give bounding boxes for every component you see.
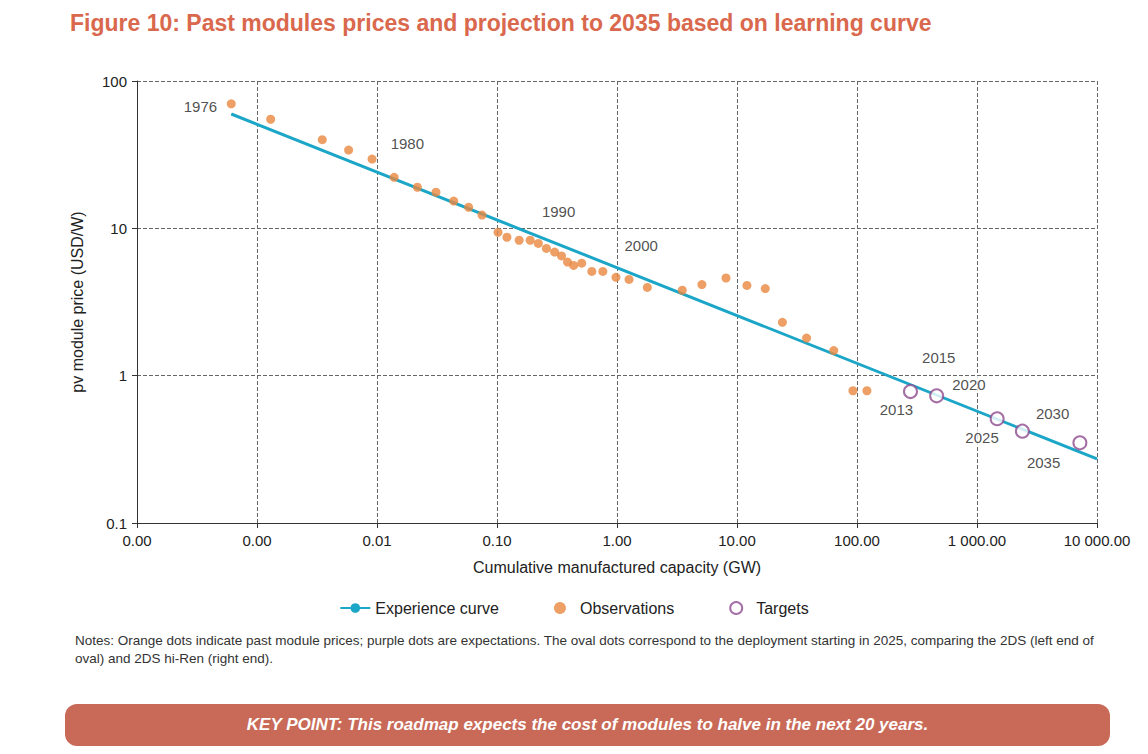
svg-text:0.00: 0.00 <box>242 532 271 549</box>
svg-text:1: 1 <box>119 367 127 384</box>
svg-text:10: 10 <box>110 220 127 237</box>
svg-text:pv module price (USD/W): pv module price (USD/W) <box>69 211 86 392</box>
svg-text:2020: 2020 <box>952 376 985 393</box>
svg-text:2025: 2025 <box>965 429 998 446</box>
svg-text:Observations: Observations <box>580 600 674 617</box>
svg-text:10.00: 10.00 <box>718 532 756 549</box>
svg-text:100: 100 <box>102 73 127 90</box>
svg-text:0.01: 0.01 <box>362 532 391 549</box>
svg-text:Targets: Targets <box>756 600 808 617</box>
svg-text:2030: 2030 <box>1036 405 1069 422</box>
html-text:Notes: Orange dots indicate pa: Notes: Orange dots indicate past module … <box>75 633 1094 666</box>
svg-text:2015: 2015 <box>922 349 955 366</box>
svg-text:2013: 2013 <box>880 401 913 418</box>
svg-text:0.1: 0.1 <box>106 515 127 532</box>
svg-text:Figure 10: Past modules prices: Figure 10: Past modules prices and proje… <box>70 10 931 36</box>
svg-text:1990: 1990 <box>542 203 575 220</box>
svg-text:1980: 1980 <box>391 135 424 152</box>
svg-text:Experience curve: Experience curve <box>375 600 499 617</box>
svg-text:2035: 2035 <box>1027 454 1060 471</box>
svg-text:0.00: 0.00 <box>122 532 151 549</box>
svg-text:100.00: 100.00 <box>834 532 880 549</box>
svg-text:10 000.00: 10 000.00 <box>1064 532 1131 549</box>
svg-text:0.10: 0.10 <box>482 532 511 549</box>
svg-text:1.00: 1.00 <box>602 532 631 549</box>
svg-text:1 000.00: 1 000.00 <box>948 532 1006 549</box>
svg-text:2000: 2000 <box>624 237 657 254</box>
html-text:KEY POINT: This roadmap expect: KEY POINT: This roadmap expects the cost… <box>246 715 929 734</box>
svg-text:Cumulative manufactured capaci: Cumulative manufactured capacity (GW) <box>473 559 761 576</box>
svg-text:1976: 1976 <box>184 98 217 115</box>
